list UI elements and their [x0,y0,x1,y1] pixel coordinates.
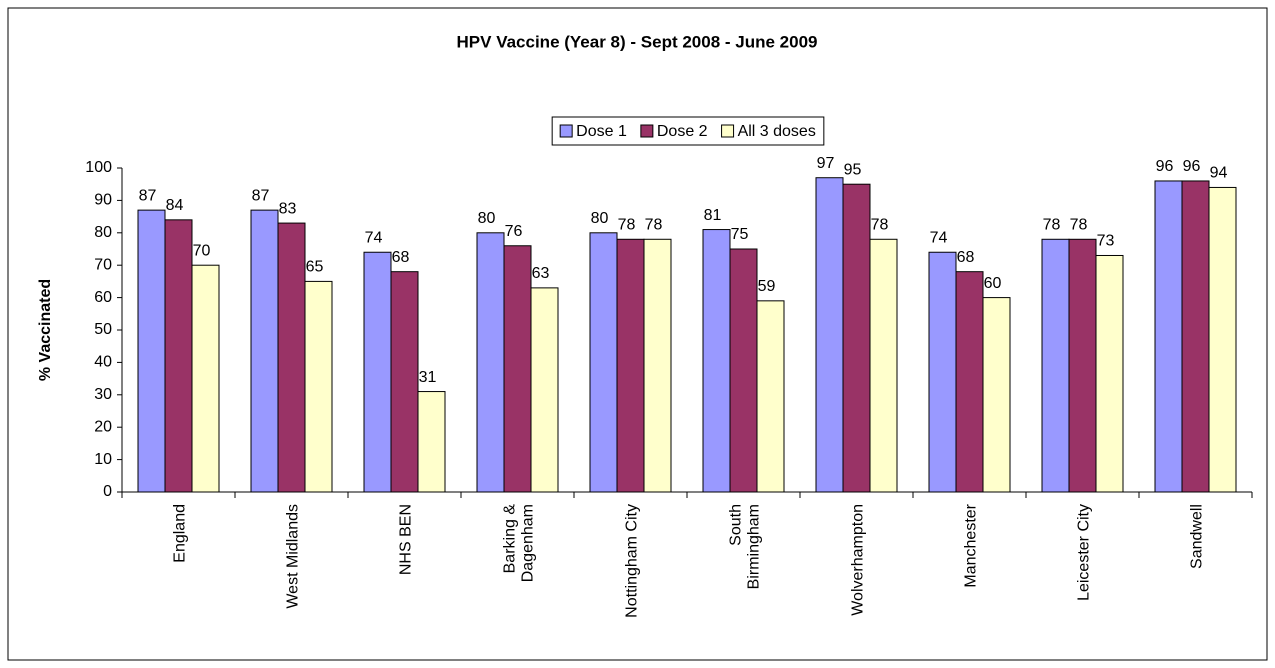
bar [191,264,220,493]
x-tick-label: Leicester City [1076,504,1093,601]
data-label: 96 [1156,158,1174,175]
data-label: 78 [645,216,663,233]
legend-swatch [721,124,735,138]
y-tick-label: 20 [94,418,112,435]
x-tick-label: SouthBirmingham [728,504,763,589]
data-label: 78 [871,216,889,233]
data-label: 96 [1183,158,1201,175]
bar [250,209,279,493]
data-label: 31 [419,369,437,386]
data-label: 94 [1210,165,1228,182]
data-label: 60 [984,275,1002,292]
y-tick-label: 60 [94,289,112,306]
bar [1095,254,1124,493]
bar [643,238,672,493]
bar [982,297,1011,493]
bar [869,238,898,493]
y-tick-label: 80 [94,224,112,241]
data-label: 97 [817,155,835,172]
y-tick-label: 70 [94,256,112,273]
data-label: 70 [193,242,211,259]
bar [363,251,392,493]
legend-swatch [559,124,573,138]
bar [1041,238,1070,493]
bar [277,222,306,493]
y-tick-label: 30 [94,386,112,403]
data-label: 68 [392,249,410,266]
bar [304,280,333,493]
bar [842,183,871,493]
data-label: 78 [1070,216,1088,233]
x-tick-label: Sandwell [1189,504,1206,569]
legend-box [551,116,825,146]
y-tick-label: 90 [94,192,112,209]
x-tick-label: Wolverhampton [850,504,867,616]
y-tick-label: 50 [94,321,112,338]
data-label: 78 [618,216,636,233]
data-label: 81 [704,207,722,224]
legend-label: All 3 doses [738,123,816,140]
data-label: 73 [1097,233,1115,250]
bar [503,245,532,493]
x-tick-label: England [172,504,189,563]
data-label: 80 [591,210,609,227]
bar [1208,186,1237,493]
y-tick-label: 0 [103,483,112,500]
data-label: 78 [1043,216,1061,233]
legend-swatch [640,124,654,138]
data-label: 80 [478,210,496,227]
bar [390,271,419,493]
bar [928,251,957,493]
y-tick-label: 10 [94,451,112,468]
chart-title: HPV Vaccine (Year 8) - Sept 2008 - June … [457,32,818,51]
data-label: 75 [731,226,749,243]
data-label: 83 [279,200,297,217]
bar [702,229,731,493]
data-label: 87 [139,187,157,204]
data-label: 76 [505,223,523,240]
bar [1068,238,1097,493]
x-tick-label: West Midlands [285,504,302,609]
data-label: 68 [957,249,975,266]
bar [1154,180,1183,493]
bar [1181,180,1210,493]
data-label: 84 [166,197,184,214]
x-tick-label: Nottingham City [624,504,641,618]
data-label: 95 [844,161,862,178]
legend-label: Dose 2 [657,123,708,140]
bar [616,238,645,493]
bar [729,248,758,493]
data-label: 63 [532,265,550,282]
bar [476,232,505,493]
y-tick-label: 100 [85,159,112,176]
bar [164,219,193,493]
data-label: 74 [365,229,383,246]
bar [955,271,984,493]
bar [417,391,446,493]
y-tick-label: 40 [94,354,112,371]
legend-label: Dose 1 [576,123,627,140]
bar [815,177,844,493]
data-label: 59 [758,278,776,295]
data-label: 65 [306,259,324,276]
bar [137,209,166,493]
x-tick-label: NHS BEN [398,504,415,575]
bar [756,300,785,493]
x-tick-label: Barking &Dagenham [502,504,537,583]
data-label: 74 [930,229,948,246]
y-axis-label: % Vaccinated [37,279,54,381]
bar [530,287,559,493]
x-tick-label: Manchester [963,503,980,587]
bar [589,232,618,493]
data-label: 87 [252,187,270,204]
